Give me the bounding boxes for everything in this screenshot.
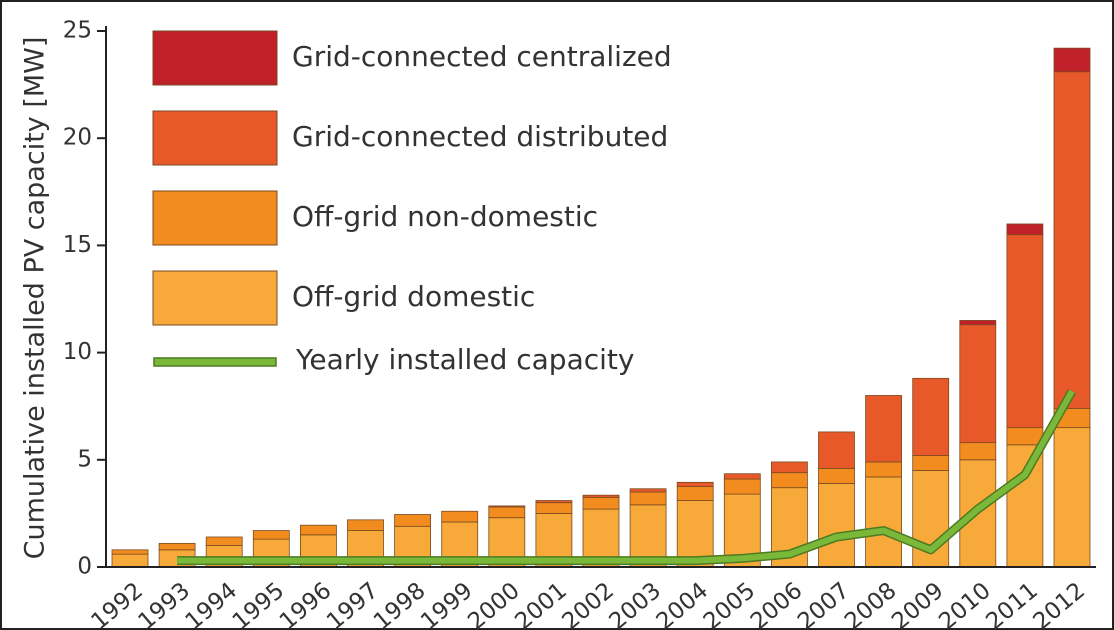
bar-segment — [676, 481, 714, 488]
bar-segment — [912, 377, 950, 456]
bar-segment — [676, 486, 714, 501]
bar-segment — [582, 496, 620, 510]
legend-swatch — [152, 270, 278, 326]
legend-swatch — [152, 190, 278, 246]
bar-segment — [959, 324, 997, 444]
bar-segment — [1053, 47, 1091, 73]
bar-segment — [158, 543, 196, 551]
bar-segment — [299, 524, 337, 536]
bar-segment — [771, 461, 808, 474]
y-axis-title: Cumulative installed PV capacity [MW] — [20, 37, 51, 560]
bar-segment — [865, 461, 902, 478]
bar-segment — [205, 536, 243, 546]
bar-segment — [629, 491, 667, 506]
bar-segment — [1006, 444, 1044, 568]
bar-segment — [488, 505, 526, 508]
legend-label: Grid-connected centralized — [292, 40, 672, 73]
bar-segment — [818, 467, 855, 484]
bar-segment — [394, 514, 432, 527]
bar-segment — [865, 476, 902, 568]
legend-label: Off-grid non-domestic — [292, 200, 598, 233]
bar-segment — [1006, 234, 1044, 429]
bar-segment — [535, 502, 573, 514]
bar-segment — [818, 431, 855, 469]
bar-segment — [488, 506, 526, 519]
bar-segment — [912, 455, 950, 471]
bar-segment — [111, 553, 149, 568]
y-tick-label: 25 — [63, 18, 92, 44]
bar-segment — [441, 510, 479, 523]
line — [177, 389, 1075, 564]
bar-segment — [1006, 427, 1044, 446]
x-tick-label: 2012 — [1028, 578, 1090, 630]
legend-label: Grid-connected distributed — [292, 120, 668, 153]
y-tick-label: 5 — [77, 446, 92, 472]
y-tick-label: 10 — [63, 339, 92, 365]
legend-swatch — [152, 30, 278, 86]
legend-label: Yearly installed capacity — [295, 343, 634, 376]
bar-segment — [818, 482, 855, 568]
bar-segment — [629, 488, 667, 493]
bar-segment — [865, 395, 902, 463]
legend-swatch — [152, 110, 278, 166]
bar-segment — [1053, 427, 1091, 568]
y-tick-label: 0 — [77, 554, 92, 580]
bar-segment — [1053, 71, 1091, 409]
bar-segment — [111, 549, 149, 555]
legend-label: Off-grid domestic — [292, 280, 535, 313]
bar-segment — [582, 494, 620, 498]
bar-segment — [959, 442, 997, 461]
bar-segment — [1006, 223, 1044, 236]
bar-segment — [771, 472, 808, 489]
legend-swatch — [153, 357, 277, 367]
bar-segment — [347, 519, 384, 531]
bar-segment — [535, 500, 573, 504]
bar-segment — [723, 478, 761, 495]
bar-segment — [959, 320, 997, 326]
y-tick-label: 15 — [63, 232, 92, 258]
y-tick-label: 20 — [63, 125, 92, 151]
bar-segment — [723, 473, 761, 480]
bar-segment — [252, 530, 290, 540]
